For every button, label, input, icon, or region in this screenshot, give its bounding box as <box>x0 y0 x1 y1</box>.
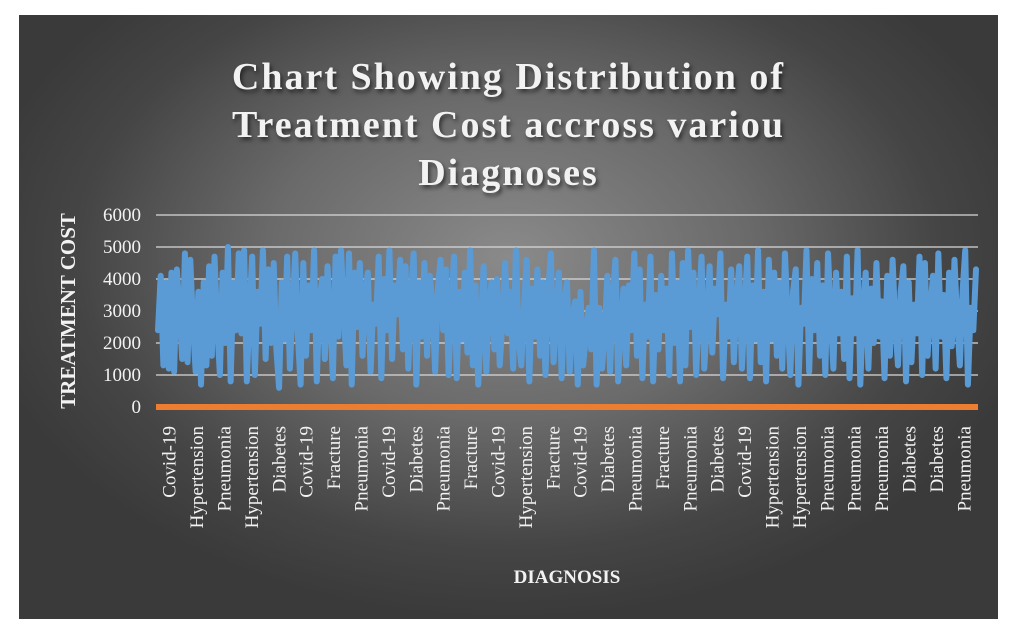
x-tick-label: Pneumonia <box>352 425 373 511</box>
x-tick-label: Pneumonia <box>434 425 455 511</box>
y-axis-title: TREATMENT COST <box>56 213 80 409</box>
x-tick-label: Hypertension <box>242 426 263 529</box>
x-tick-label: Diabetes <box>406 426 427 492</box>
x-tick-label: Covid-19 <box>489 426 510 498</box>
x-tick-label: Diabetes <box>708 426 729 492</box>
x-tick-label: Pneumonia <box>215 425 236 511</box>
x-axis-title: DIAGNOSIS <box>514 567 621 588</box>
y-tick-label: 5000 <box>103 237 141 258</box>
x-tick-label: Fracture <box>543 426 564 489</box>
chart-area: Chart Showing Distribution of Treatment … <box>19 15 998 619</box>
x-tick-label: Fracture <box>461 426 482 489</box>
chart-plot: 0 1000 2000 3000 4000 5000 6000 Covid-19 Hyperte… <box>56 205 979 588</box>
x-tick-label: Pneumonia <box>680 425 701 511</box>
x-tick-label: Diabetes <box>927 426 948 492</box>
x-tick-label: Covid-19 <box>735 426 756 498</box>
x-tick-label: Covid-19 <box>297 426 318 498</box>
x-tick-label: Diabetes <box>269 426 290 492</box>
x-tick-label: Covid-19 <box>379 426 400 498</box>
x-tick-label: Pneumonia <box>845 425 866 511</box>
x-tick-label: Hypertension <box>790 426 811 529</box>
y-tick-label: 0 <box>132 397 142 418</box>
x-tick-label: Fracture <box>324 426 345 489</box>
x-tick-label: Pneumonia <box>626 425 647 511</box>
x-tick-label: Covid-19 <box>571 426 592 498</box>
y-tick-label: 2000 <box>103 333 141 354</box>
x-tick-label: Covid-19 <box>160 426 181 498</box>
x-tick-label: Pneumonia <box>817 425 838 511</box>
y-tick-label: 1000 <box>103 365 141 386</box>
chart-title-line-1: Chart Showing Distribution of <box>231 56 786 98</box>
x-tick-label: Pneumonia <box>954 425 975 511</box>
y-tick-label: 6000 <box>103 205 141 226</box>
series-line-treatment-cost <box>155 244 979 391</box>
y-tick-label: 3000 <box>103 301 141 322</box>
x-tick-label: Hypertension <box>763 426 784 529</box>
x-tick-label: Hypertension <box>516 426 537 529</box>
x-tick-label: Pneumonia <box>872 425 893 511</box>
chart-title-line-2: Treatment Cost accross variou <box>232 104 785 146</box>
y-tick-label: 4000 <box>103 269 141 290</box>
chart-title-line-3: Diagnoses <box>418 152 599 194</box>
x-tick-label: Diabetes <box>900 426 921 492</box>
x-tick-label: Fracture <box>653 426 674 489</box>
x-tick-label: Hypertension <box>187 426 208 529</box>
x-tick-label: Diabetes <box>598 426 619 492</box>
